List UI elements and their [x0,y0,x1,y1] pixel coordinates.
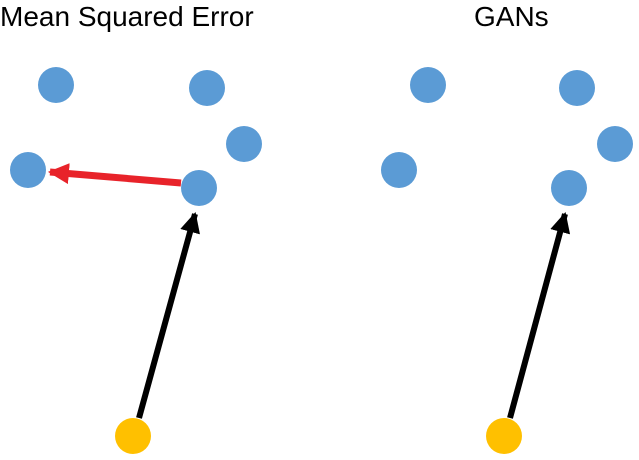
target-point [189,70,225,106]
latent-point [115,418,151,454]
error-arrow [47,163,182,187]
target-point [38,67,74,103]
generated-point [181,170,217,206]
target-point [381,152,417,188]
target-point [597,126,633,162]
target-point [226,126,262,162]
gans-panel-title: GANs [474,1,549,32]
gans-panel [381,67,633,454]
mse-panel-title: Mean Squared Error [0,1,254,32]
target-point [410,67,446,103]
mse-panel [10,67,262,454]
target-point [559,70,595,106]
latent-point [486,418,522,454]
generated-point [551,170,587,206]
target-point [10,152,46,188]
generator-arrow [507,212,571,419]
generator-arrow [136,212,200,419]
